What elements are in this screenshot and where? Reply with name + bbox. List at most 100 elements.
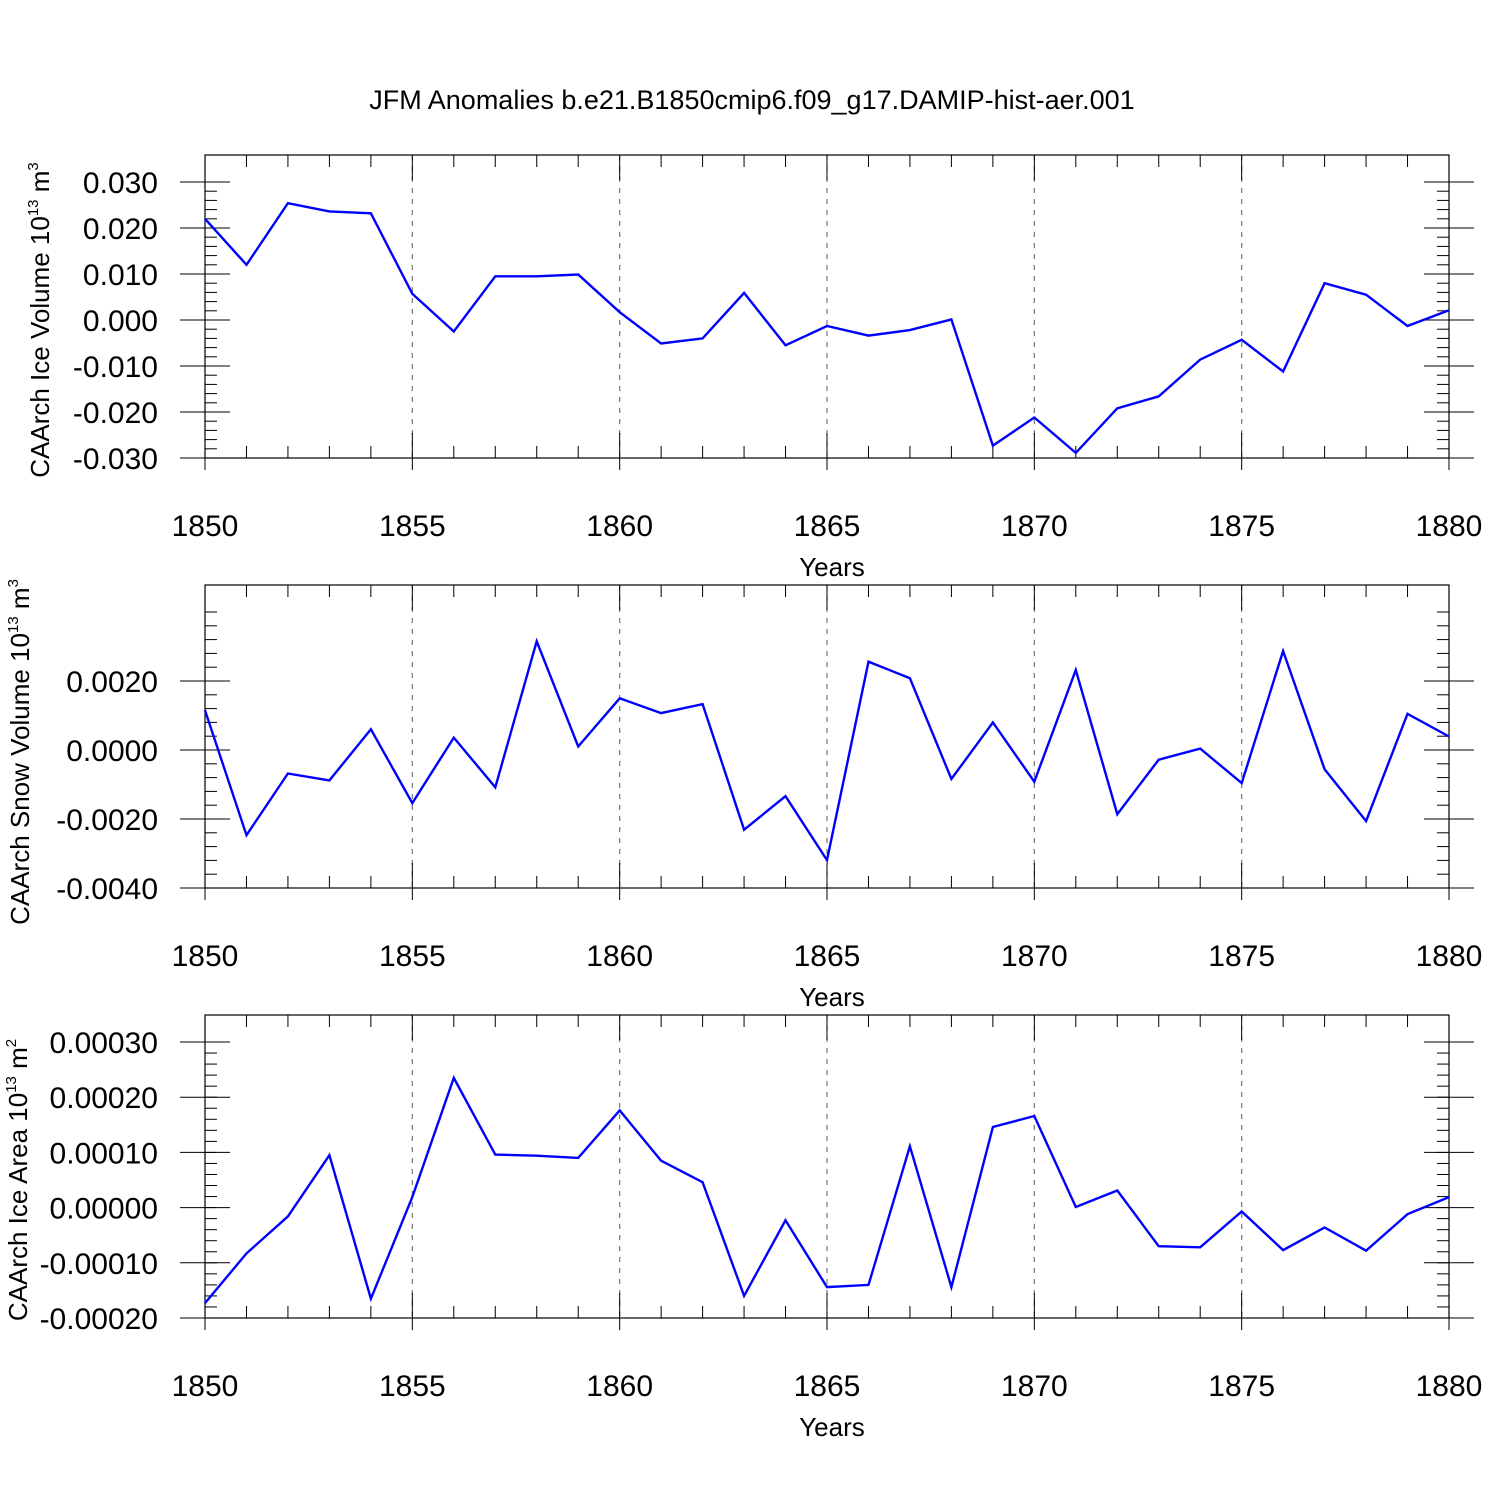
- data-point: [950, 318, 952, 320]
- data-point: [411, 1196, 413, 1198]
- y-tick-label: -0.0020: [56, 804, 158, 837]
- data-point: [660, 712, 662, 714]
- data-point: [1448, 735, 1450, 737]
- series-line: [203, 637, 1450, 864]
- data-point: [701, 337, 703, 339]
- x-tick-label: 1880: [1416, 1370, 1483, 1403]
- x-tick-label: 1875: [1208, 940, 1275, 973]
- data-point: [453, 1077, 455, 1079]
- y-tick-label: 0.030: [83, 167, 158, 200]
- data-point: [1323, 768, 1325, 770]
- data-point: [245, 264, 247, 266]
- data-point: [204, 709, 206, 711]
- data-point: [743, 828, 745, 830]
- y-axis-label: CAArch Ice Area 1013 m2: [3, 1039, 33, 1321]
- data-point: [1116, 813, 1118, 815]
- data-point: [370, 1297, 372, 1299]
- data-point: [618, 1109, 620, 1111]
- data-point: [1158, 1245, 1160, 1247]
- data-point: [701, 703, 703, 705]
- y-axis-label: CAArch Snow Volume 1013 m3: [5, 579, 35, 925]
- data-point: [1323, 1226, 1325, 1228]
- chart-panels: -0.030 -0.020 -0.010 0.000 0.010 0.020 0.030 18…: [3, 154, 1483, 1442]
- data-point: [1240, 782, 1242, 784]
- y-tick-label: 0.0020: [66, 666, 158, 699]
- y-tick-label: 0.00000: [50, 1193, 158, 1226]
- data-point: [1158, 758, 1160, 760]
- data-point: [328, 779, 330, 781]
- data-point: [1448, 309, 1450, 311]
- x-tick-label: 1855: [379, 940, 446, 973]
- y-tick-label: -0.010: [73, 351, 158, 384]
- data-point: [494, 275, 496, 277]
- data-point: [1406, 325, 1408, 327]
- data-point: [1075, 669, 1077, 671]
- data-point: [1240, 1210, 1242, 1212]
- x-tick-label: 1860: [586, 510, 653, 543]
- data-point: [660, 342, 662, 344]
- data-point: [1033, 416, 1035, 418]
- data-point: [992, 444, 994, 446]
- data-point: [1033, 781, 1035, 783]
- y-tick-label: 0.00010: [50, 1137, 158, 1170]
- data-point: [1365, 1249, 1367, 1251]
- y-tick-label: -0.00010: [40, 1248, 158, 1281]
- series-line: [204, 1074, 1450, 1304]
- data-point: [328, 1154, 330, 1156]
- data-point: [204, 1302, 206, 1304]
- data-point: [1323, 282, 1325, 284]
- x-tick-label: 1850: [172, 1370, 239, 1403]
- data-point: [1365, 294, 1367, 296]
- data-point: [1282, 650, 1284, 652]
- data-point: [1116, 407, 1118, 409]
- x-tick-label: 1850: [172, 940, 239, 973]
- data-point: [287, 772, 289, 774]
- data-point: [618, 697, 620, 699]
- x-tick-label: 1860: [586, 1370, 653, 1403]
- data-point: [370, 728, 372, 730]
- data-point: [536, 275, 538, 277]
- y-tick-label: 0.010: [83, 259, 158, 292]
- x-tick-label: 1875: [1208, 510, 1275, 543]
- y-tick-label: 0.000: [83, 305, 158, 338]
- figure-title: JFM Anomalies b.e21.B1850cmip6.f09_g17.D…: [369, 85, 1134, 115]
- data-point: [453, 330, 455, 332]
- data-point: [1406, 713, 1408, 715]
- y-tick-label: 0.00030: [50, 1027, 158, 1060]
- data-point: [1282, 1249, 1284, 1251]
- data-point: [784, 795, 786, 797]
- data-point: [1075, 452, 1077, 454]
- x-tick-label: 1865: [794, 1370, 861, 1403]
- data-point: [1199, 1246, 1201, 1248]
- data-point: [1448, 1196, 1450, 1198]
- data-point: [328, 210, 330, 212]
- x-tick-label: 1865: [794, 940, 861, 973]
- data-point: [1365, 820, 1367, 822]
- y-tick-label: -0.030: [73, 443, 158, 476]
- data-point: [1158, 395, 1160, 397]
- series-line: [204, 201, 1450, 455]
- data-point: [536, 1155, 538, 1157]
- data-point: [411, 293, 413, 295]
- x-tick-label: 1865: [794, 510, 861, 543]
- data-point: [950, 778, 952, 780]
- data-point: [1240, 339, 1242, 341]
- x-tick-label: 1850: [172, 510, 239, 543]
- x-tick-label: 1860: [586, 940, 653, 973]
- x-tick-label: 1870: [1001, 510, 1068, 543]
- data-point: [536, 640, 538, 642]
- data-point: [1199, 358, 1201, 360]
- y-tick-label: 0.020: [83, 213, 158, 246]
- data-point: [992, 1126, 994, 1128]
- data-point: [867, 660, 869, 662]
- data-point: [577, 273, 579, 275]
- y-tick-label: -0.0040: [56, 873, 158, 906]
- data-point: [909, 677, 911, 679]
- data-point: [701, 1181, 703, 1183]
- x-tick-label: 1880: [1416, 510, 1483, 543]
- data-point: [1406, 1213, 1408, 1215]
- data-point: [494, 1153, 496, 1155]
- x-tick-label: 1855: [379, 1370, 446, 1403]
- x-axis-label: Years: [799, 552, 865, 582]
- data-point: [411, 802, 413, 804]
